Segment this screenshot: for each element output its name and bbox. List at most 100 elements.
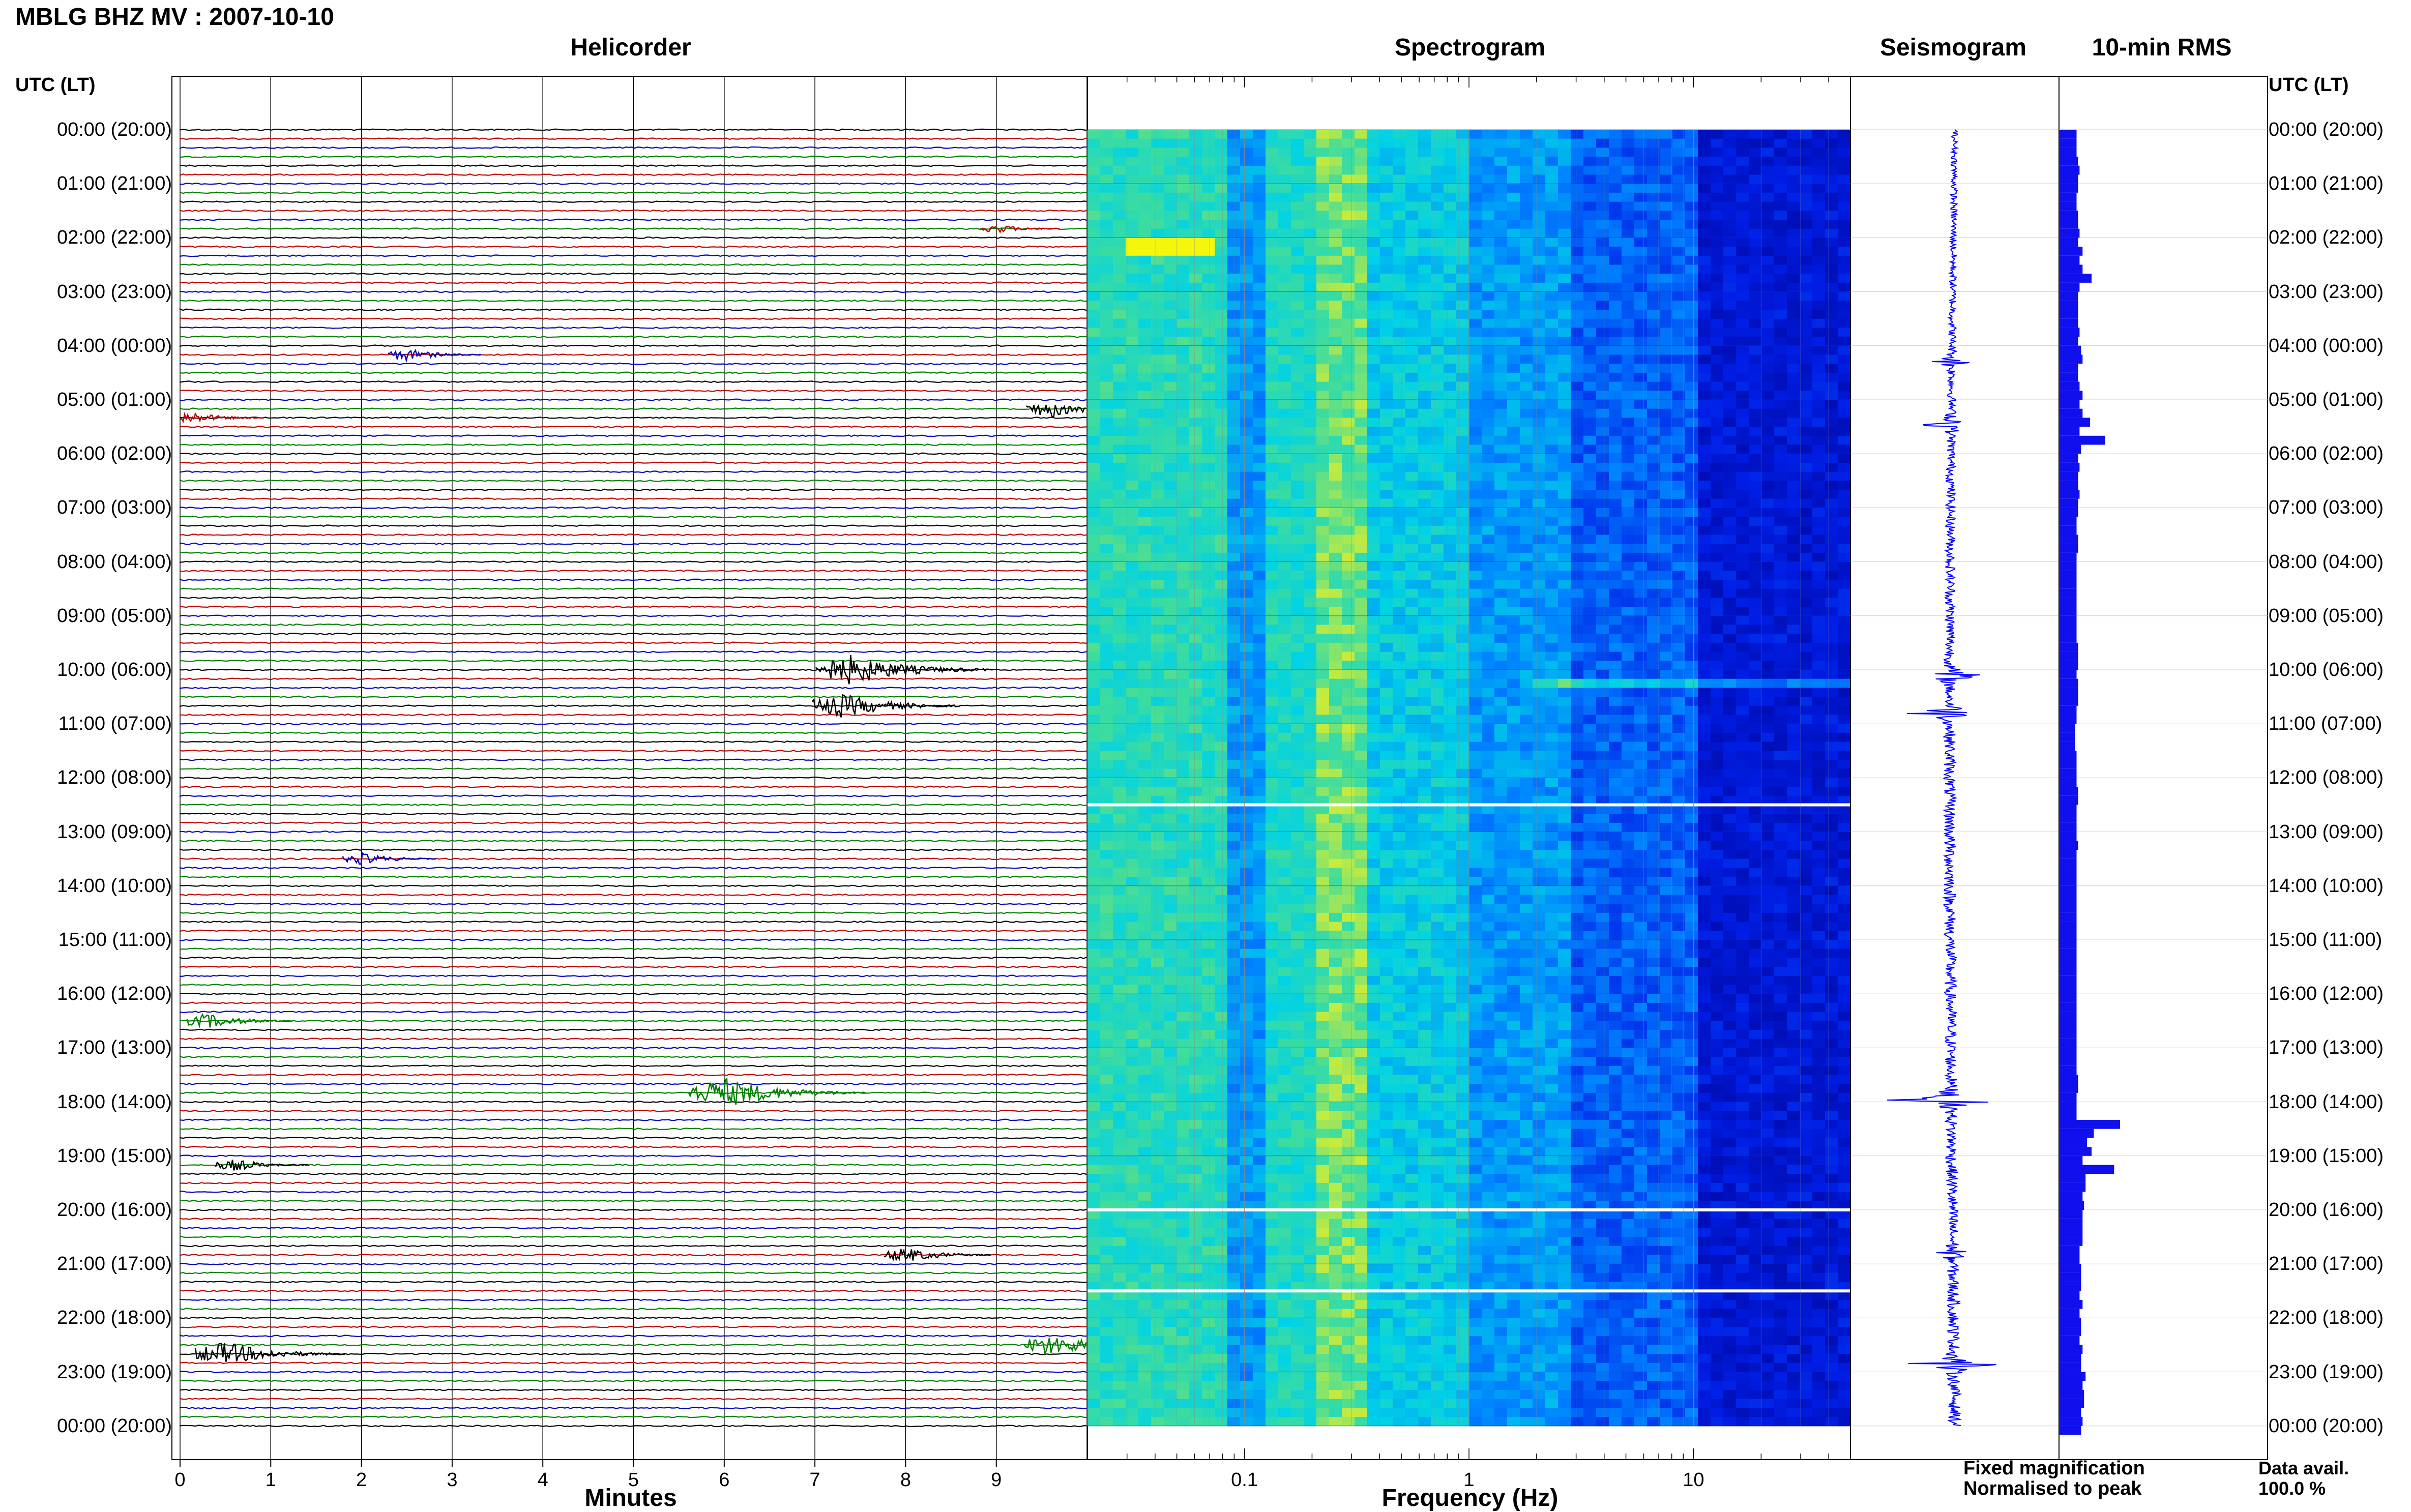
spectrogram-cell <box>1138 670 1152 679</box>
spectrogram-cell <box>1456 985 1469 994</box>
spectrogram-cell <box>1355 130 1368 139</box>
spectrogram-cell <box>1316 931 1330 940</box>
spectrogram-cell <box>1113 1021 1126 1030</box>
spectrogram-cell <box>1355 166 1368 175</box>
spectrogram-cell <box>1202 1012 1215 1021</box>
spectrogram-cell <box>1189 1408 1202 1417</box>
spectrogram-cell <box>1266 922 1279 931</box>
spectrogram-cell <box>1367 1030 1380 1039</box>
spectrogram-cell <box>1151 886 1164 895</box>
spectrogram-cell <box>1087 1354 1101 1363</box>
spectrogram-cell <box>1355 922 1368 931</box>
spectrogram-cell <box>1342 229 1355 238</box>
spectrogram-cell <box>1367 1246 1380 1255</box>
spectrogram-cell <box>1469 1048 1482 1057</box>
spectrogram-cell <box>1418 607 1431 616</box>
spectrogram-cell <box>1304 256 1317 265</box>
spectrogram-cell <box>1405 850 1419 859</box>
spectrogram-cell <box>1164 553 1177 562</box>
spectrogram-cell <box>1177 247 1190 256</box>
time-label-right: 07:00 (03:00) <box>2269 498 2384 517</box>
spectrogram-cell <box>1367 562 1380 571</box>
spectrogram-cell <box>1215 274 1228 283</box>
spectrogram-cell <box>1342 364 1355 373</box>
spectrogram-cell <box>1444 1390 1457 1399</box>
spectrogram-cell <box>1253 751 1266 760</box>
spectrogram-cell <box>1227 1237 1241 1246</box>
spectrogram-cell <box>1355 976 1368 985</box>
spectrogram-cell <box>1087 139 1101 148</box>
spectrogram-cell <box>1342 715 1355 724</box>
spectrogram-cell <box>1494 814 1508 823</box>
spectrogram-cell <box>1278 427 1291 436</box>
spectrogram-cell <box>1342 679 1355 688</box>
spectrogram-cell <box>1367 535 1380 544</box>
spectrogram-cell <box>1126 355 1139 364</box>
spectrogram-cell <box>1444 562 1457 571</box>
spectrogram-cell <box>1304 985 1317 994</box>
spectrogram-cell <box>1278 994 1291 1003</box>
time-label-right: 03:00 (23:00) <box>2269 282 2384 302</box>
spectrogram-cell <box>1469 850 1482 859</box>
spectrogram-cell <box>1278 211 1291 220</box>
spectrogram-cell <box>1177 544 1190 553</box>
spectrogram-cell <box>1177 1408 1190 1417</box>
spectrogram-cell <box>1177 229 1190 238</box>
spectrogram-cell <box>1164 1066 1177 1075</box>
spectrogram-cell <box>1177 274 1190 283</box>
spectrogram-cell <box>1367 877 1380 886</box>
spectrogram-cell <box>1126 1093 1139 1102</box>
spectrogram-cell <box>1087 247 1101 256</box>
spectrogram-cell <box>1431 427 1444 436</box>
spectrogram-cell <box>1202 1408 1215 1417</box>
spectrogram-cell <box>1138 319 1152 328</box>
spectrogram-cell <box>1405 670 1419 679</box>
spectrogram-cell <box>1189 967 1202 976</box>
spectrogram-cell <box>1482 940 1495 949</box>
spectrogram-cell <box>1444 166 1457 175</box>
spectrogram-cell <box>1444 1318 1457 1327</box>
spectrogram-cell <box>1202 949 1215 958</box>
spectrogram-cell <box>1278 1012 1291 1021</box>
spectrogram-cell <box>1456 139 1469 148</box>
spectrogram-cell <box>1177 1039 1190 1048</box>
spectrogram-cell <box>1151 1003 1164 1012</box>
spectrogram-cell <box>1316 904 1330 913</box>
spectrogram-cell <box>1126 346 1139 355</box>
spectrogram-cell <box>1189 472 1202 481</box>
spectrogram-cell <box>1380 481 1393 490</box>
spectrogram-cell <box>1494 499 1508 508</box>
spectrogram-cell <box>1405 751 1419 760</box>
spectrogram-cell <box>1253 436 1266 445</box>
spectrogram-cell <box>1418 1147 1431 1156</box>
spectrogram-cell <box>1138 1237 1152 1246</box>
spectrogram-cell <box>1444 1273 1457 1282</box>
spectrogram-cell <box>1405 517 1419 526</box>
spectrogram-cell <box>1456 157 1469 166</box>
spectrogram-cell <box>1151 697 1164 706</box>
spectrogram-cell <box>1494 418 1508 427</box>
spectrogram-cell <box>1202 1363 1215 1372</box>
spectrogram-cell <box>1253 202 1266 211</box>
spectrogram-cell <box>1189 1120 1202 1129</box>
spectrogram-cell <box>1113 1138 1126 1147</box>
spectrogram-cell <box>1100 202 1113 211</box>
spectrogram-cell <box>1329 346 1342 355</box>
spectrogram-cell <box>1227 1345 1241 1354</box>
spectrogram-cell <box>1278 1381 1291 1390</box>
spectrogram-cell <box>1329 409 1342 418</box>
spectrogram-cell <box>1227 679 1241 688</box>
spectrogram-cell <box>1100 652 1113 661</box>
spectrogram-cell <box>1087 859 1101 868</box>
spectrogram-cell <box>1278 751 1291 760</box>
spectrogram-cell <box>1138 895 1152 904</box>
spectrogram-cell <box>1316 742 1330 751</box>
spectrogram-cell <box>1177 931 1190 940</box>
spectrogram-cell <box>1380 1255 1393 1264</box>
spectrogram-cell <box>1494 886 1508 895</box>
spectrogram-cell <box>1380 1408 1393 1417</box>
time-label-left: 11:00 (07:00) <box>40 714 172 733</box>
spectrogram-cell <box>1405 994 1419 1003</box>
spectrogram-cell <box>1278 544 1291 553</box>
